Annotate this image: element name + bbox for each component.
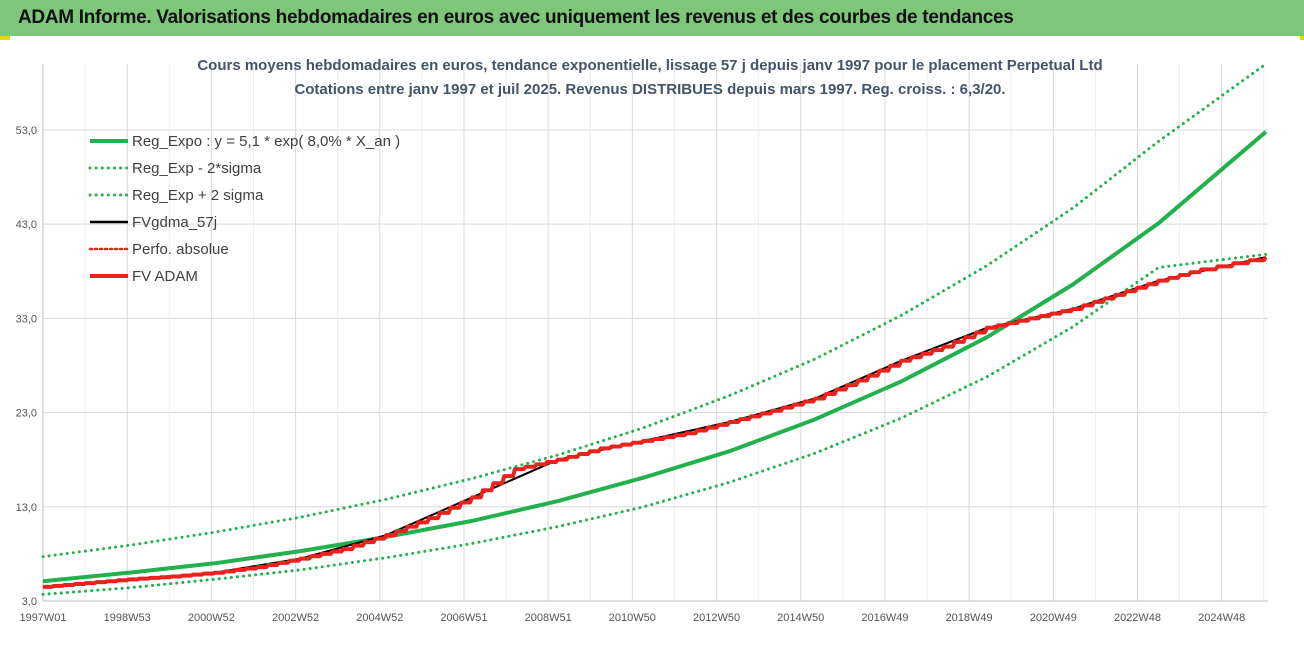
series-line-reg-expo-y-5-1-exp-8-0-x-an	[42, 130, 1268, 584]
legend: Reg_Expo : y = 5,1 * exp( 8,0% * X_an ) R…	[88, 133, 400, 285]
x-tick-label: 2004W52	[356, 612, 403, 624]
y-tick-label: 13,0	[16, 502, 37, 514]
report-title: ADAM Informe. Valorisations hebdomadaire…	[18, 7, 1014, 28]
y-tick-label: 3,0	[22, 596, 37, 608]
x-axis: 1997W01 1998W53 2000W52 2002W52 2004W52 2006W…	[19, 612, 1245, 624]
legend-label: FV ADAM	[132, 268, 198, 285]
legend-label: Reg_Exp + 2 sigma	[132, 187, 264, 204]
x-tick-label: 2012W50	[693, 612, 740, 624]
legend-label: Reg_Expo : y = 5,1 * exp( 8,0% * X_an )	[132, 133, 400, 150]
x-tick-label: 1998W53	[104, 612, 151, 624]
plot-background	[10, 36, 1300, 652]
x-tick-label: 1997W01	[19, 612, 66, 624]
x-tick-label: 2024W48	[1198, 612, 1245, 624]
x-tick-label: 2000W52	[188, 612, 235, 624]
chart-subtitle: Cotations entre janv 1997 et juil 2025. …	[294, 81, 1005, 98]
series-line-reg-exp-2-sigma	[41, 252, 1268, 596]
title-banner: ADAM Informe. Valorisations hebdomadaire…	[0, 0, 1304, 36]
y-tick-label: 33,0	[16, 313, 37, 325]
resize-handle[interactable]	[0, 36, 18, 40]
legend-label: Perfo. absolue	[132, 241, 229, 258]
x-tick-label: 2020W49	[1030, 612, 1077, 624]
legend-label: FVgdma_57j	[132, 214, 217, 231]
y-axis: 3,0 13,0 23,0 33,0 43,0 53,0	[16, 125, 37, 608]
chart-title: Cours moyens hebdomadaires en euros, ten…	[197, 57, 1102, 74]
x-tick-label: 2022W48	[1114, 612, 1161, 624]
legend-label: Reg_Exp - 2*sigma	[132, 160, 262, 177]
series-lines	[41, 62, 1268, 596]
x-tick-label: 2002W52	[272, 612, 319, 624]
x-tick-label: 2008W51	[525, 612, 572, 624]
x-tick-label: 2010W50	[609, 612, 656, 624]
x-tick-label: 2016W49	[861, 612, 908, 624]
x-tick-label: 2006W51	[440, 612, 487, 624]
x-tick-label: 2014W50	[777, 612, 824, 624]
y-tick-label: 53,0	[16, 125, 37, 137]
line-chart: Cours moyens hebdomadaires en euros, ten…	[10, 36, 1300, 652]
grid	[42, 64, 1268, 602]
series-line-reg-exp-2-sigma	[41, 62, 1268, 559]
series-line-fv-adam	[43, 256, 1268, 589]
y-tick-label: 43,0	[16, 219, 37, 231]
y-tick-label: 23,0	[16, 408, 37, 420]
x-tick-label: 2018W49	[946, 612, 993, 624]
